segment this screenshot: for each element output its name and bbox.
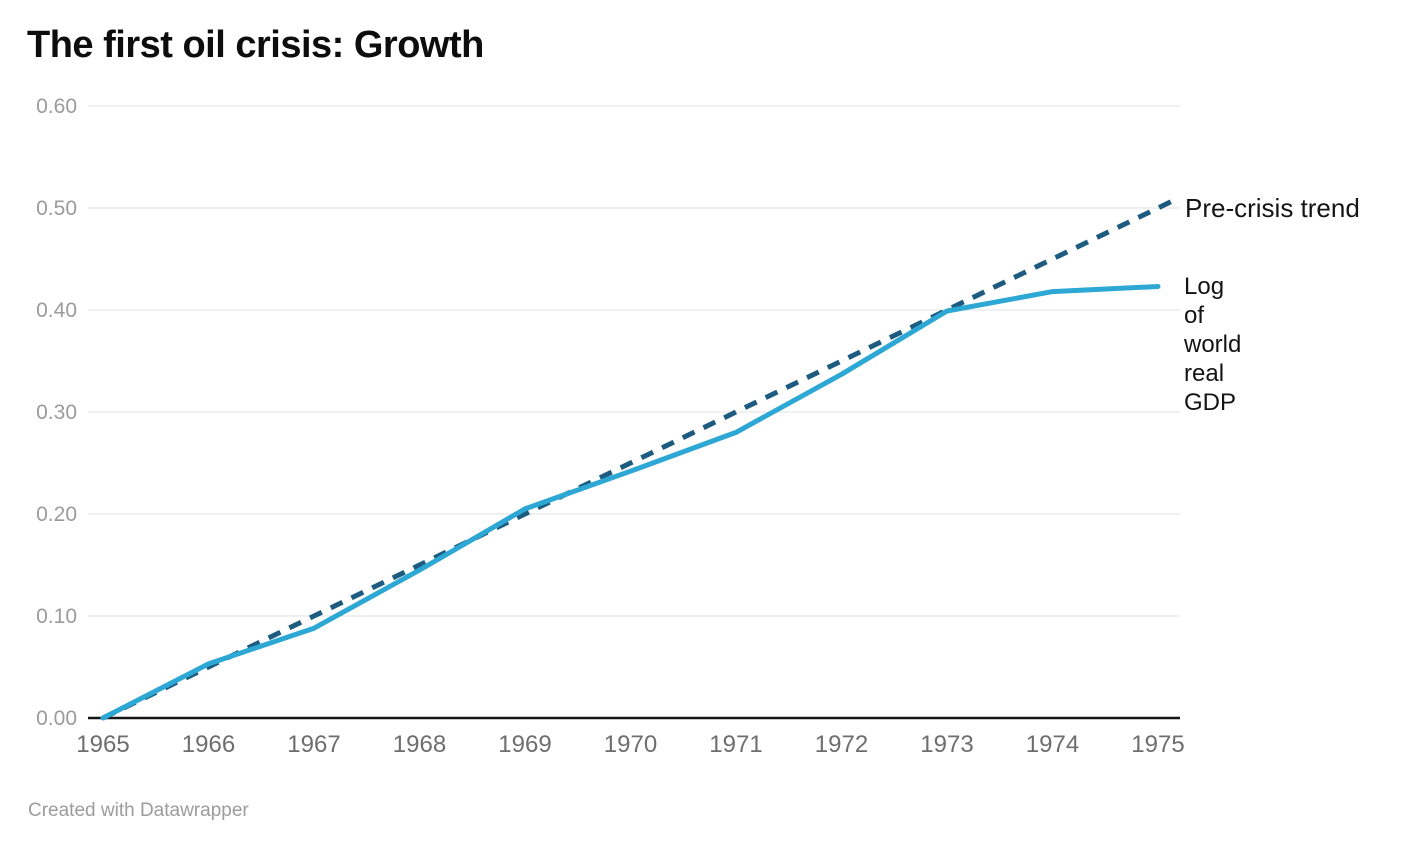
x-tick-label-1970: 1970	[604, 731, 657, 758]
line-chart-canvas: 0.00 0.10 0.20 0.30 0.40 0.50 0.60 1965 1966 1967…	[36, 95, 1185, 758]
x-tick-label-1975: 1975	[1131, 731, 1184, 758]
y-tick-label-0.20: 0.20	[36, 503, 77, 526]
x-tick-label-1971: 1971	[709, 731, 762, 758]
x-tick-label-1972: 1972	[815, 731, 868, 758]
x-tick-label-1965: 1965	[76, 731, 129, 758]
y-tick-label-0.00: 0.00	[36, 707, 77, 730]
x-tick-label-1967: 1967	[287, 731, 340, 758]
x-tick-label-1966: 1966	[182, 731, 235, 758]
y-tick-label-0.40: 0.40	[36, 299, 77, 322]
y-tick-label-0.50: 0.50	[36, 197, 77, 220]
attribution-text: Created with Datawrapper	[28, 800, 249, 821]
y-tick-label-0.10: 0.10	[36, 605, 77, 628]
y-tick-label-0.60: 0.60	[36, 95, 77, 118]
y-tick-label-0.30: 0.30	[36, 401, 77, 424]
series-label-log-world-real-gdp: Log of world real GDP	[1184, 273, 1242, 416]
x-tick-label-1968: 1968	[393, 731, 446, 758]
pre-crisis-trend-line	[101, 198, 1175, 721]
chart-title: The first oil crisis: Growth	[27, 24, 484, 66]
log-world-real-gdp-line	[100, 284, 1161, 721]
series-label-pre-crisis-trend: Pre-crisis trend	[1185, 193, 1360, 223]
x-tick-label-1974: 1974	[1026, 731, 1079, 758]
x-tick-label-1973: 1973	[920, 731, 973, 758]
x-tick-label-1969: 1969	[498, 731, 551, 758]
